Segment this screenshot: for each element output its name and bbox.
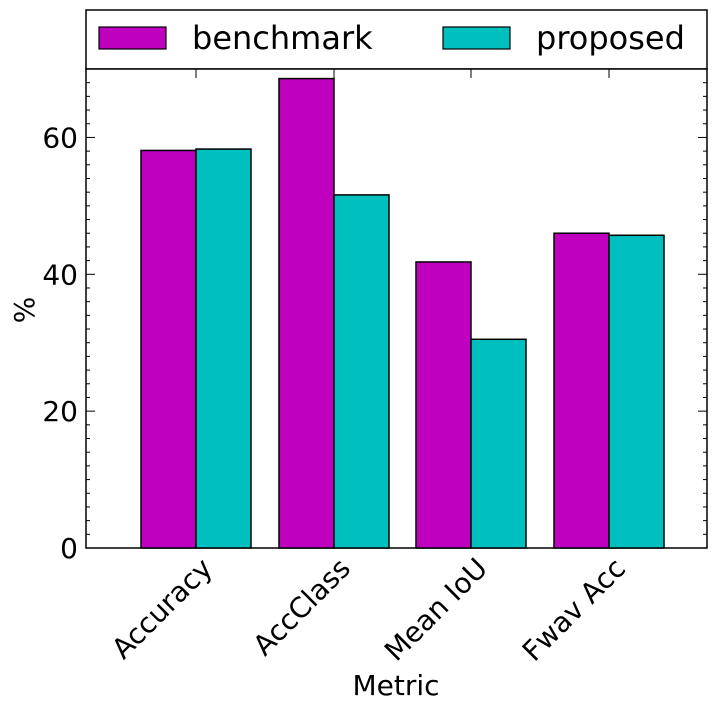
- y-axis: 0 20 40 60: [42, 68, 707, 565]
- y-tick-label: 0: [60, 532, 78, 565]
- legend-swatch-proposed: [442, 26, 511, 50]
- legend-label-proposed: proposed: [536, 19, 685, 57]
- y-tick-label: 20: [42, 395, 78, 428]
- y-tick-label: 60: [42, 121, 78, 154]
- x-tick-label: Mean IoU: [378, 552, 494, 668]
- legend-label-benchmark: benchmark: [192, 19, 373, 57]
- x-tick-label: Accuracy: [105, 552, 219, 666]
- bars: [140, 77, 665, 549]
- legend-swatch-benchmark: [98, 26, 167, 50]
- legend: benchmark proposed: [98, 19, 685, 57]
- y-axis-label: %: [8, 297, 41, 324]
- x-tick-label: Fwav Acc: [516, 552, 632, 668]
- bar-benchmark-accuracy: [140, 149, 197, 549]
- bar-benchmark-fwav-acc: [553, 232, 610, 549]
- bar-benchmark-accclass: [278, 77, 335, 549]
- bar-proposed-accclass: [333, 194, 390, 549]
- bar-proposed-fwav-acc: [608, 234, 665, 549]
- x-tick-label: AccClass: [247, 552, 357, 662]
- bar-proposed-mean-iou: [470, 338, 527, 549]
- legend-box: [85, 9, 708, 70]
- y-tick-label: 40: [42, 258, 78, 291]
- x-axis-label: Metric: [352, 669, 439, 702]
- bar-benchmark-mean-iou: [415, 261, 472, 549]
- bar-proposed-accuracy: [195, 148, 252, 549]
